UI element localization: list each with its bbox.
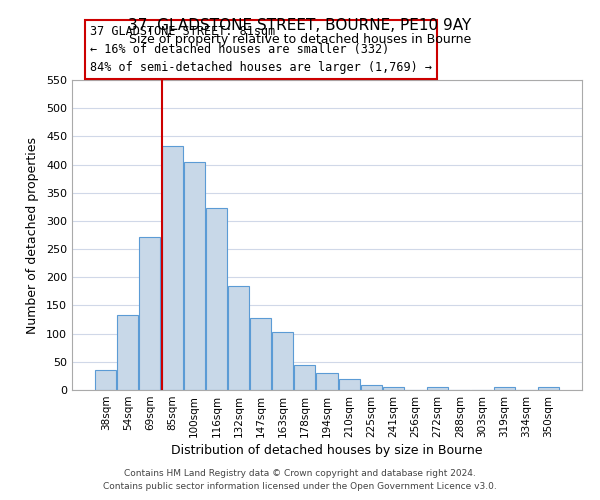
Bar — [228, 286, 249, 390]
Bar — [316, 373, 338, 390]
Bar — [250, 318, 271, 390]
Bar — [184, 162, 205, 390]
Text: Contains public sector information licensed under the Open Government Licence v3: Contains public sector information licen… — [103, 482, 497, 491]
Y-axis label: Number of detached properties: Number of detached properties — [26, 136, 39, 334]
Bar — [361, 386, 382, 390]
Bar — [161, 146, 182, 390]
Bar — [427, 386, 448, 390]
Bar — [272, 332, 293, 390]
Bar — [538, 387, 559, 390]
Text: Size of property relative to detached houses in Bourne: Size of property relative to detached ho… — [129, 32, 471, 46]
Text: 37 GLADSTONE STREET: 81sqm
← 16% of detached houses are smaller (332)
84% of sem: 37 GLADSTONE STREET: 81sqm ← 16% of deta… — [90, 25, 432, 74]
Bar — [295, 364, 316, 390]
Bar — [383, 386, 404, 390]
Bar — [118, 315, 139, 390]
X-axis label: Distribution of detached houses by size in Bourne: Distribution of detached houses by size … — [171, 444, 483, 457]
Bar — [95, 370, 116, 390]
Text: 37, GLADSTONE STREET, BOURNE, PE10 9AY: 37, GLADSTONE STREET, BOURNE, PE10 9AY — [128, 18, 472, 32]
Bar — [338, 378, 359, 390]
Text: Contains HM Land Registry data © Crown copyright and database right 2024.: Contains HM Land Registry data © Crown c… — [124, 468, 476, 477]
Bar — [494, 387, 515, 390]
Bar — [206, 208, 227, 390]
Bar — [139, 236, 160, 390]
